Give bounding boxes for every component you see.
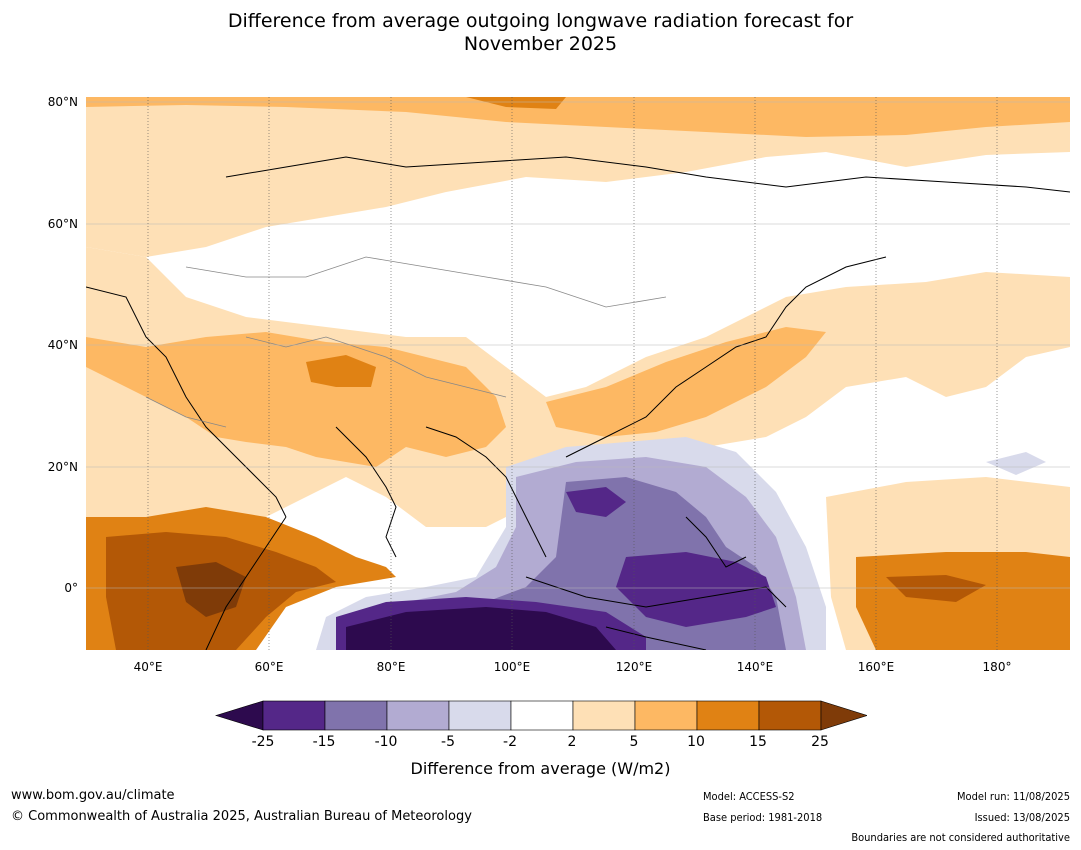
colorbar-swatch-6 bbox=[572, 700, 636, 731]
anomaly-region-maritime-deep bbox=[616, 552, 776, 627]
colorbar-tick-3: -10 bbox=[374, 734, 398, 750]
colorbar-tick-10: 25 bbox=[811, 734, 829, 750]
lat-label-20n: 20°N bbox=[47, 460, 78, 474]
colorbar-label: Difference from average (W/m2) bbox=[410, 759, 671, 778]
base-period-text: Base period: 1981-2018 bbox=[703, 811, 823, 824]
map-title: Difference from average outgoing longwav… bbox=[0, 10, 1081, 56]
colorbar-arrow-low bbox=[215, 700, 264, 731]
lon-label-140e: 140°E bbox=[736, 660, 774, 674]
anomaly-region-arctic-dark bbox=[466, 97, 566, 109]
lon-label-120e: 120°E bbox=[615, 660, 653, 674]
colorbar-swatch-2 bbox=[324, 700, 388, 731]
anomaly-region-india-orange bbox=[86, 332, 506, 467]
colorbar bbox=[215, 700, 867, 731]
issued-text: Issued: 13/08/2025 bbox=[974, 811, 1070, 824]
coastlines bbox=[86, 156, 1070, 650]
colorbar-tick-8: 10 bbox=[687, 734, 705, 750]
lat-label-80n: 80°N bbox=[47, 95, 78, 109]
anomaly-region-pacific-orange bbox=[856, 552, 1070, 650]
anomaly-region-china-orange bbox=[546, 327, 826, 437]
lon-label-80e: 80°E bbox=[376, 660, 406, 674]
copyright-text: © Commonwealth of Australia 2025, Austra… bbox=[11, 809, 472, 824]
colorbar-tick-5: -2 bbox=[503, 734, 517, 750]
colorbar-tick-7: 5 bbox=[629, 734, 639, 750]
lat-label-40n: 40°N bbox=[47, 338, 78, 352]
model-run-text: Model run: 11/08/2025 bbox=[957, 790, 1070, 803]
forecast-map bbox=[86, 97, 1070, 650]
anomaly-region-arctic-light bbox=[86, 97, 1070, 257]
anomaly-region-tibet-dark bbox=[306, 355, 376, 387]
colorbar-tick-9: 15 bbox=[749, 734, 767, 750]
anomaly-region-npacific-light bbox=[986, 452, 1046, 475]
lat-label-60n: 60°N bbox=[47, 217, 78, 231]
disclaimer-text: Boundaries are not considered authoritat… bbox=[851, 831, 1070, 844]
colorbar-swatch-7 bbox=[634, 700, 698, 731]
country-boundaries bbox=[145, 256, 667, 428]
lon-label-100e: 100°E bbox=[493, 660, 531, 674]
website-text: www.bom.gov.au/climate bbox=[11, 788, 175, 803]
anomaly-region-scs-deep bbox=[566, 487, 626, 517]
map-canvas bbox=[86, 97, 1070, 650]
title-line-1: Difference from average outgoing longwav… bbox=[227, 10, 854, 32]
longitude-gridlines bbox=[147, 97, 998, 650]
colorbar-tick-4: -5 bbox=[441, 734, 455, 750]
colorbar-tick-1: -25 bbox=[251, 734, 275, 750]
model-text: Model: ACCESS-S2 bbox=[703, 790, 795, 803]
colorbar-swatch-3 bbox=[386, 700, 450, 731]
title-line-2: November 2025 bbox=[463, 33, 618, 55]
colorbar-swatch-5 bbox=[510, 700, 574, 731]
colorbar-tick-2: -15 bbox=[312, 734, 336, 750]
anomaly-region-indian-ocean-darkest bbox=[346, 607, 616, 650]
lon-label-160e: 160°E bbox=[857, 660, 895, 674]
lon-label-40e: 40°E bbox=[133, 660, 163, 674]
colorbar-tick-6: 2 bbox=[567, 734, 577, 750]
colorbar-swatch-4 bbox=[448, 700, 512, 731]
latitude-gridlines bbox=[86, 101, 1070, 589]
colorbar-swatch-1 bbox=[262, 700, 326, 731]
lat-label-0: 0° bbox=[64, 581, 78, 595]
anomaly-region-arctic-mid bbox=[86, 97, 1070, 137]
colorbar-arrow-high bbox=[820, 700, 867, 731]
anomaly-region-asia-light bbox=[86, 247, 1070, 537]
anomaly-region-pacific-brown bbox=[886, 575, 986, 602]
colorbar-swatch-8 bbox=[696, 700, 760, 731]
lon-label-180: 180° bbox=[982, 660, 1012, 674]
lon-label-60e: 60°E bbox=[254, 660, 284, 674]
colorbar-swatch-9 bbox=[758, 700, 822, 731]
